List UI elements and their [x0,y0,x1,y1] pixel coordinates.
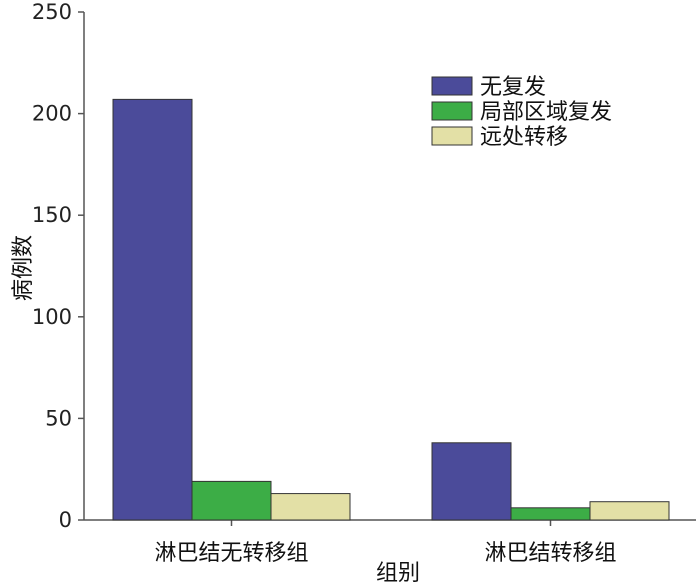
bar [431,442,512,521]
legend-swatch [431,126,473,146]
x-tick-label: 淋巴结无转移组 [154,541,308,566]
y-tick-label: 150 [32,203,72,227]
x-axis-title: 组别 [376,561,420,586]
y-axis-title: 病例数 [11,235,36,301]
y-tick-label: 0 [59,508,72,532]
bar [191,480,272,521]
legend-label: 局部区域复发 [480,100,612,125]
bar [589,501,670,521]
y-tick-label: 200 [32,102,72,126]
y-tick-label: 250 [32,0,72,24]
legend-swatch [431,76,473,96]
legend-swatch [431,101,473,121]
bar [270,493,351,521]
x-tick-label: 淋巴结转移组 [484,541,616,566]
legend-label: 远处转移 [480,125,568,150]
bar [510,507,591,521]
y-tick-label: 50 [45,406,72,430]
bar [112,98,193,521]
bars [112,98,670,521]
legend-label: 无复发 [480,75,546,100]
y-tick-label: 100 [32,305,72,329]
